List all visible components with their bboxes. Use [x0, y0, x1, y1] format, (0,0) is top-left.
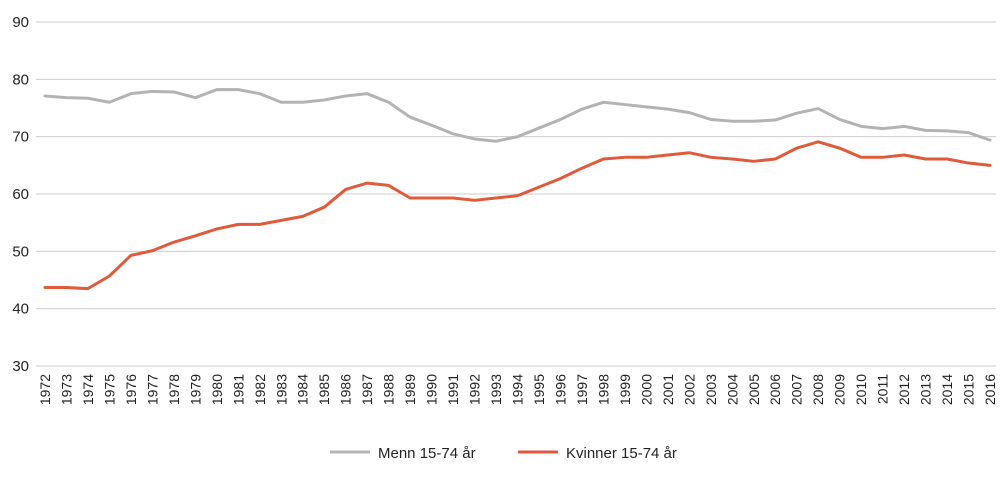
- x-tick-label: 1986: [338, 374, 354, 405]
- legend-label: Menn 15-74 år: [378, 445, 476, 462]
- x-tick-label: 1976: [123, 374, 139, 405]
- x-tick-label: 1978: [166, 374, 182, 405]
- x-tick-label: 1996: [552, 374, 568, 405]
- x-tick-label: 1973: [58, 374, 74, 405]
- x-tick-label: 1999: [617, 374, 633, 405]
- y-tick-label: 30: [12, 358, 29, 375]
- x-tick-label: 1983: [273, 374, 289, 405]
- x-tick-label: 2006: [767, 374, 783, 405]
- y-tick-label: 50: [12, 243, 29, 260]
- series-line-menn: [43, 88, 992, 143]
- x-tick-label: 2009: [832, 374, 848, 405]
- x-tick-label: 1985: [316, 374, 332, 405]
- y-tick-label: 80: [12, 71, 29, 88]
- x-tick-label: 1980: [209, 374, 225, 405]
- y-axis-ticks: 90 80 70 60 50 40 30: [12, 14, 29, 375]
- x-tick-label: 1988: [381, 374, 397, 405]
- x-tick-label: 1987: [359, 374, 375, 405]
- x-tick-label: 1982: [252, 374, 268, 405]
- x-tick-label: 1981: [230, 374, 246, 405]
- x-tick-label: 2003: [703, 374, 719, 405]
- x-tick-label: 2014: [939, 374, 955, 405]
- y-tick-label: 70: [12, 129, 29, 146]
- x-tick-label: 1993: [488, 374, 504, 405]
- x-tick-label: 2012: [896, 374, 912, 405]
- gridlines: [36, 21, 996, 367]
- x-tick-label: 1977: [144, 374, 160, 405]
- y-tick-label: 90: [12, 14, 29, 31]
- x-tick-label: 2007: [789, 374, 805, 405]
- x-tick-label: 1992: [467, 374, 483, 405]
- x-tick-label: 1990: [424, 374, 440, 405]
- x-tick-label: 1997: [574, 374, 590, 405]
- series-line-kvinner: [43, 140, 992, 291]
- x-tick-label: 2004: [724, 374, 740, 405]
- x-tick-label: 2015: [961, 374, 977, 405]
- y-tick-label: 40: [12, 301, 29, 318]
- x-tick-label: 1979: [187, 374, 203, 405]
- x-tick-label: 2013: [918, 374, 934, 405]
- x-tick-label: 2005: [746, 374, 762, 405]
- x-tick-label: 1989: [402, 374, 418, 405]
- x-tick-label: 1972: [37, 374, 53, 405]
- x-tick-label: 1995: [531, 374, 547, 405]
- x-axis-ticks: 1972 1973 1974 1975 1976 1977 1978 1979 1980 1981…: [37, 374, 998, 405]
- y-tick-label: 60: [12, 186, 29, 203]
- x-tick-label: 2000: [638, 374, 654, 405]
- x-tick-label: 2001: [660, 374, 676, 405]
- x-tick-label: 2016: [982, 374, 998, 405]
- x-tick-label: 2008: [810, 374, 826, 405]
- x-tick-label: 2011: [875, 374, 891, 404]
- x-tick-label: 1994: [510, 374, 526, 405]
- x-tick-label: 1998: [595, 374, 611, 405]
- x-tick-label: 1991: [445, 374, 461, 405]
- x-tick-label: 1974: [80, 374, 96, 405]
- series-lines: [43, 88, 992, 291]
- x-tick-label: 2002: [681, 374, 697, 405]
- legend: Menn 15-74 år Kvinner 15-74 år: [330, 445, 677, 462]
- x-tick-label: 1975: [101, 374, 117, 405]
- legend-label: Kvinner 15-74 år: [566, 445, 677, 462]
- x-tick-label: 2010: [853, 374, 869, 405]
- x-tick-label: 1984: [295, 374, 311, 405]
